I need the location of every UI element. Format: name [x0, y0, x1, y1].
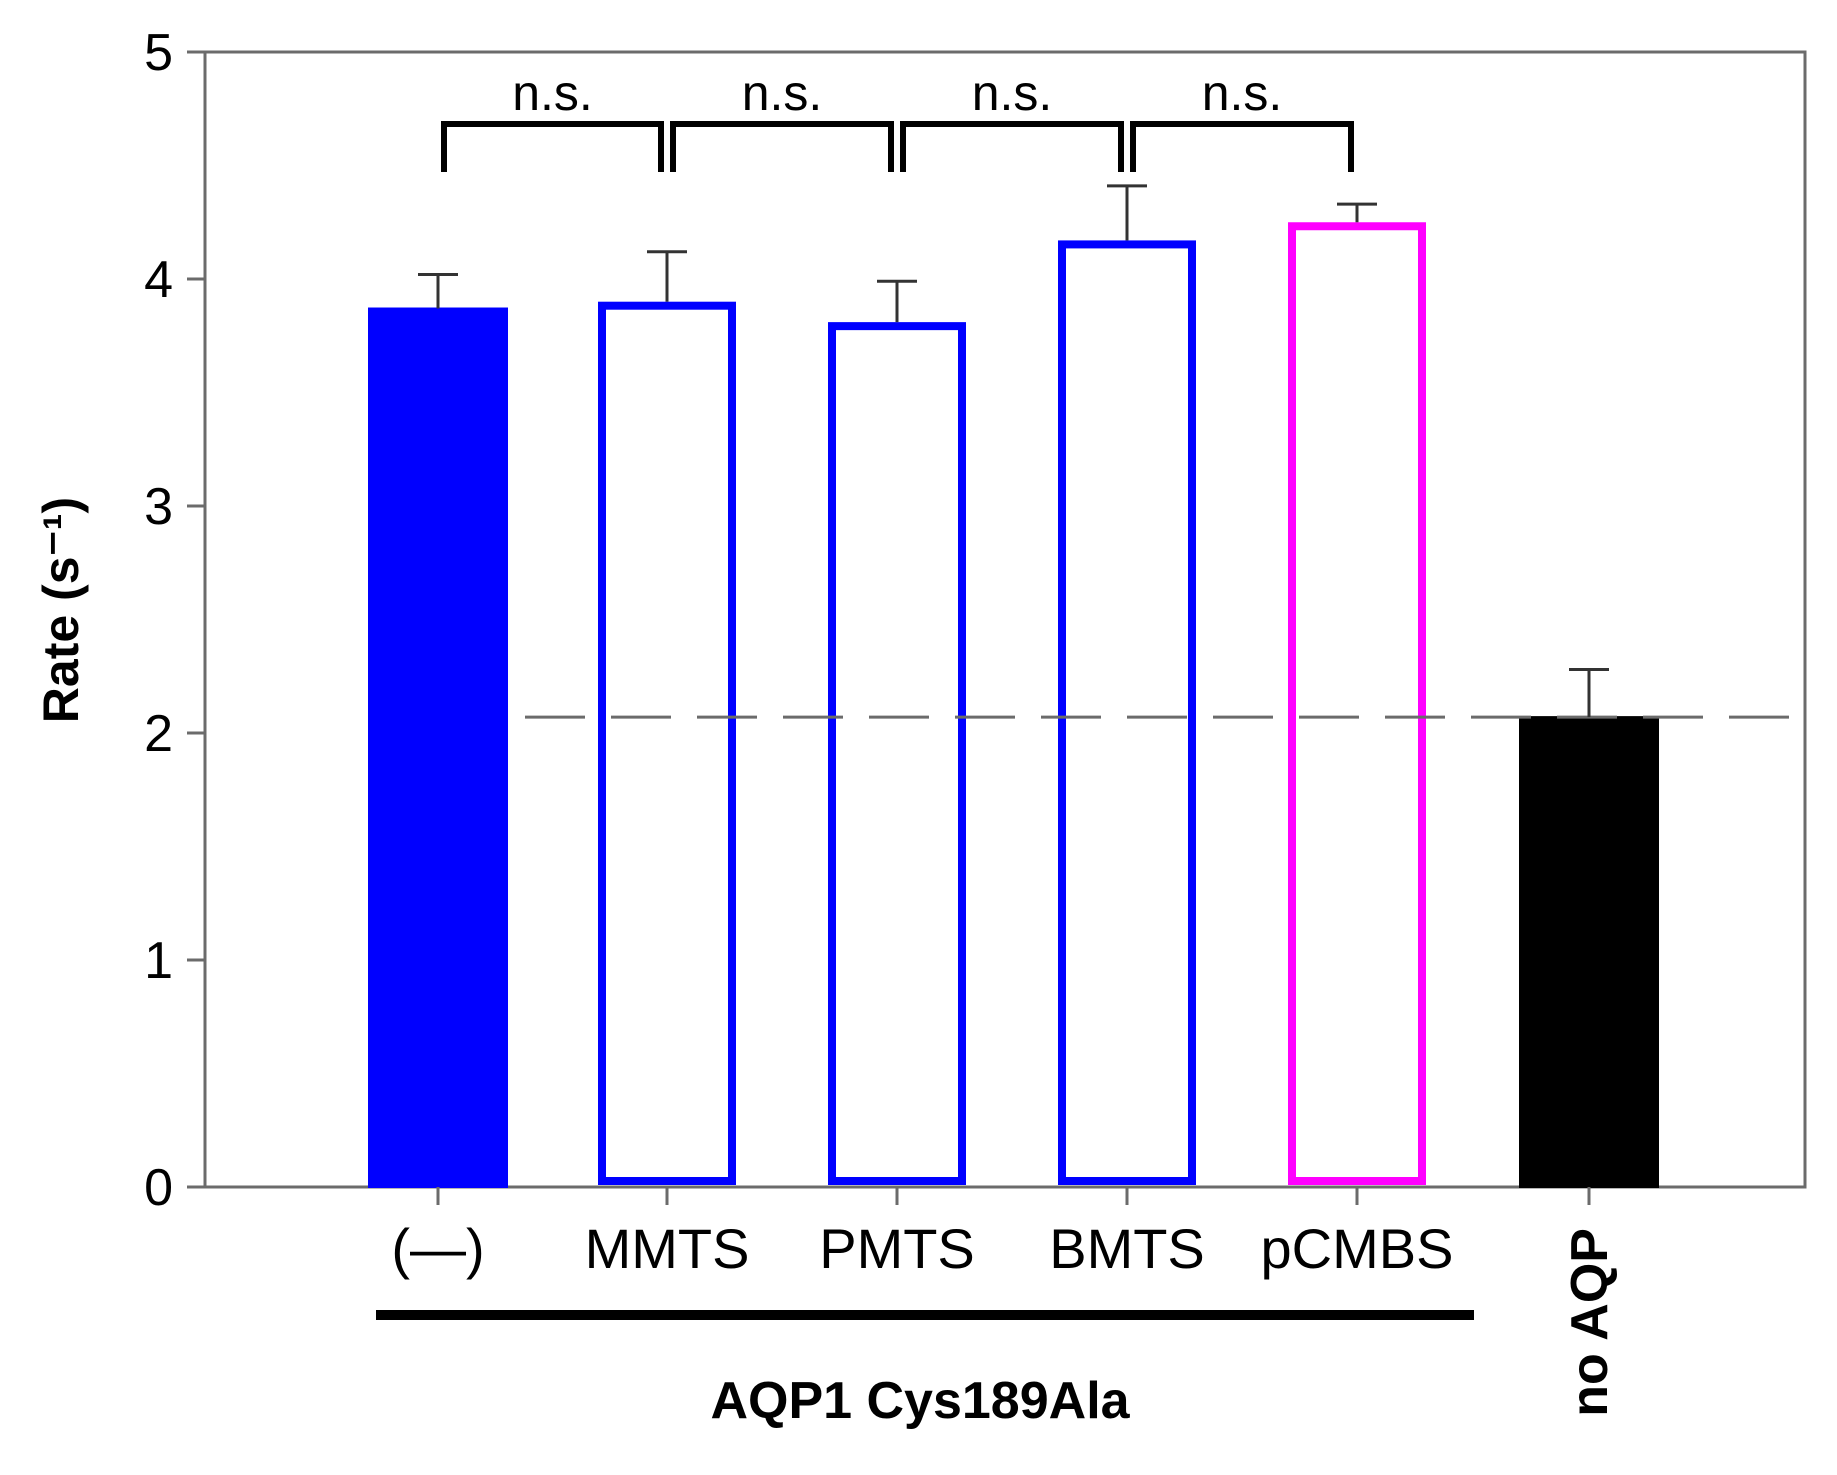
error-bar-3	[877, 279, 917, 323]
plot-frame	[203, 50, 1807, 1189]
bar-6	[1519, 716, 1659, 1188]
bar-1	[368, 307, 508, 1188]
y-tick-label: 3	[144, 478, 173, 536]
bars	[368, 222, 1659, 1188]
sig-label: n.s.	[1202, 65, 1283, 121]
y-tick-label: 5	[144, 24, 173, 82]
x-tick-label: PMTS	[819, 1217, 975, 1280]
group-annotation: AQP1 Cys189Ala	[376, 1310, 1474, 1430]
error-bar-1	[418, 272, 458, 309]
y-tick-label: 0	[144, 1159, 173, 1217]
sig-label: n.s.	[972, 65, 1053, 121]
bracket-line	[1130, 121, 1354, 172]
bracket-line	[441, 121, 664, 172]
y-axis-label: Rate (s⁻¹)	[33, 497, 89, 723]
y-axis: 0 1 2 3 4 5	[144, 24, 205, 1217]
error-bar-6	[1569, 667, 1609, 718]
plot-area	[203, 50, 1807, 1189]
y-tick-label: 2	[144, 705, 173, 763]
sig-label: n.s.	[512, 65, 593, 121]
sig-bracket-3: n.s.	[900, 65, 1124, 172]
bar-5	[1288, 222, 1426, 1185]
x-tick-label: pCMBS	[1261, 1217, 1454, 1280]
x-tick-label: (—)	[391, 1217, 484, 1280]
bar-4	[1058, 240, 1196, 1186]
x-axis: (—) MMTS PMTS BMTS pCMBS no AQP	[391, 1187, 1619, 1417]
x-tick-label: MMTS	[585, 1217, 750, 1280]
sig-bracket-2: n.s.	[670, 65, 894, 172]
error-bar-4	[1107, 184, 1147, 241]
sig-label: n.s.	[742, 65, 823, 121]
sig-bracket-1: n.s.	[441, 65, 664, 172]
error-bar-2	[647, 250, 687, 302]
error-bars	[418, 184, 1609, 718]
bracket-line	[900, 121, 1124, 172]
significance-brackets: n.s. n.s. n.s. n.s.	[441, 65, 1354, 172]
bar-3	[828, 322, 966, 1185]
error-bar-5	[1337, 202, 1377, 223]
sig-bracket-4: n.s.	[1130, 65, 1354, 172]
bracket-line	[670, 121, 894, 172]
y-tick-label: 4	[144, 251, 173, 309]
bar-2	[598, 301, 736, 1185]
x-tick-label: no AQP	[1561, 1228, 1619, 1417]
group-label: AQP1 Cys189Ala	[710, 1372, 1130, 1430]
x-tick-label: BMTS	[1049, 1217, 1205, 1280]
y-tick-label: 1	[144, 932, 173, 990]
